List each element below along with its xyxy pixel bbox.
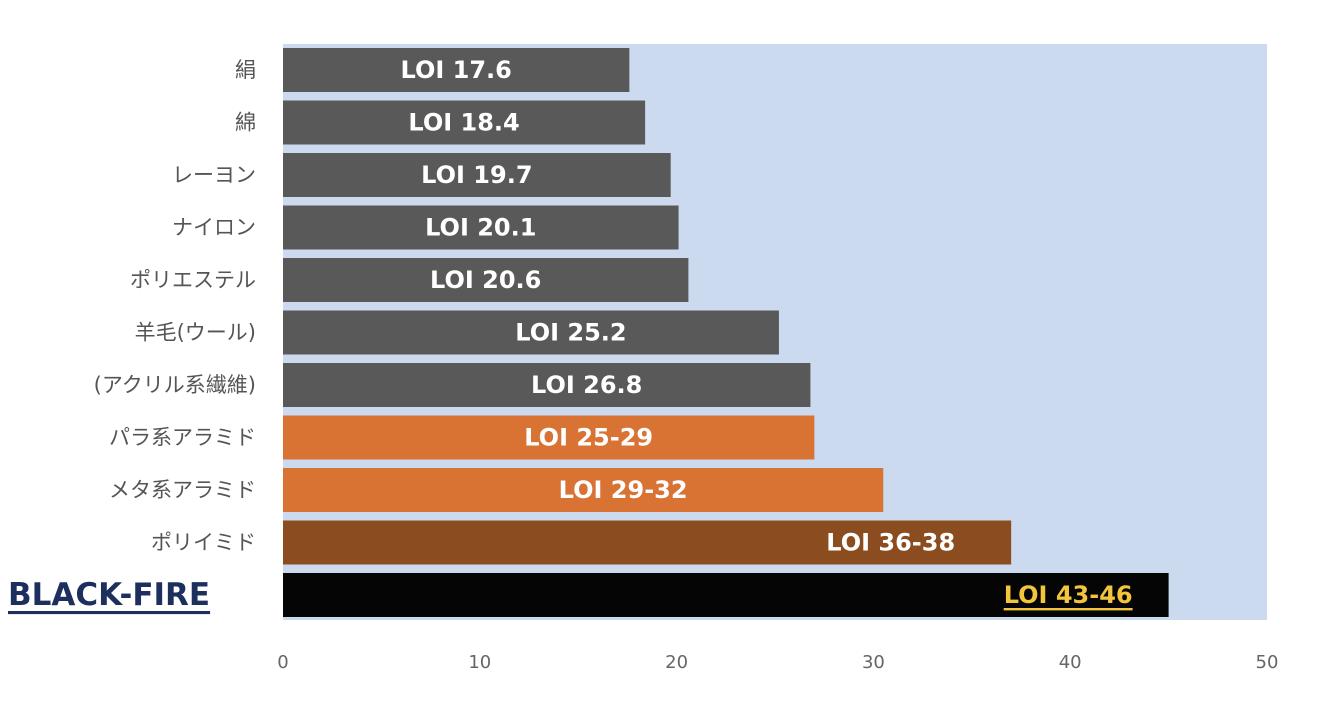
category-label: 羊毛(ウール): [135, 321, 256, 345]
bar-10: [283, 573, 1169, 617]
bar-9: [283, 520, 1012, 565]
bars-group: [283, 48, 1169, 617]
bar-8: [283, 468, 884, 512]
bar-7: [283, 415, 815, 460]
category-label: ナイロン: [172, 216, 256, 240]
category-label: メタ系アラミド: [109, 478, 256, 502]
data-label-5: LOI 25.2: [515, 319, 626, 347]
bar-6: [283, 363, 811, 407]
data-label-8: LOI 29-32: [559, 476, 688, 504]
bar-4: [283, 258, 689, 302]
data-label-0: LOI 17.6: [401, 56, 512, 84]
x-axis-ticks-group: 0 10 20 30 40 50: [277, 652, 1278, 673]
x-tick-label: 0: [277, 652, 288, 673]
bar-2: [283, 153, 671, 197]
data-label-3: LOI 20.1: [425, 214, 536, 242]
data-label-2: LOI 19.7: [421, 161, 532, 189]
category-label: 絹: [235, 58, 256, 82]
data-label-6: LOI 26.8: [531, 371, 642, 399]
x-tick-label: 10: [468, 652, 491, 673]
data-label-4: LOI 20.6: [430, 266, 541, 294]
category-label: ポリエステル: [130, 268, 256, 292]
category-label: ポリイミド: [151, 531, 256, 555]
bar-5: [283, 310, 779, 355]
x-tick-label: 50: [1256, 652, 1279, 673]
data-label-1: LOI 18.4: [408, 109, 519, 137]
data-label-7: LOI 25-29: [524, 424, 653, 452]
category-label-highlight: BLACK-FIRE: [8, 577, 210, 613]
category-label: レーヨン: [172, 163, 256, 187]
category-label: (アクリル系繊維): [94, 373, 256, 397]
data-label-9: LOI 36-38: [826, 529, 955, 557]
category-label: 綿: [235, 111, 256, 135]
x-tick-label: 30: [862, 652, 885, 673]
bar-3: [283, 205, 679, 250]
data-labels-group: LOI 17.6 LOI 18.4 LOI 19.7 LOI 20.1 LOI 20.6…: [401, 56, 1133, 609]
category-label: パラ系アラミド: [109, 426, 256, 450]
bar-0: [283, 48, 630, 92]
bar-1: [283, 100, 646, 145]
x-tick-label: 40: [1059, 652, 1082, 673]
data-label-10: LOI 43-46: [1004, 581, 1133, 609]
x-tick-label: 20: [665, 652, 688, 673]
